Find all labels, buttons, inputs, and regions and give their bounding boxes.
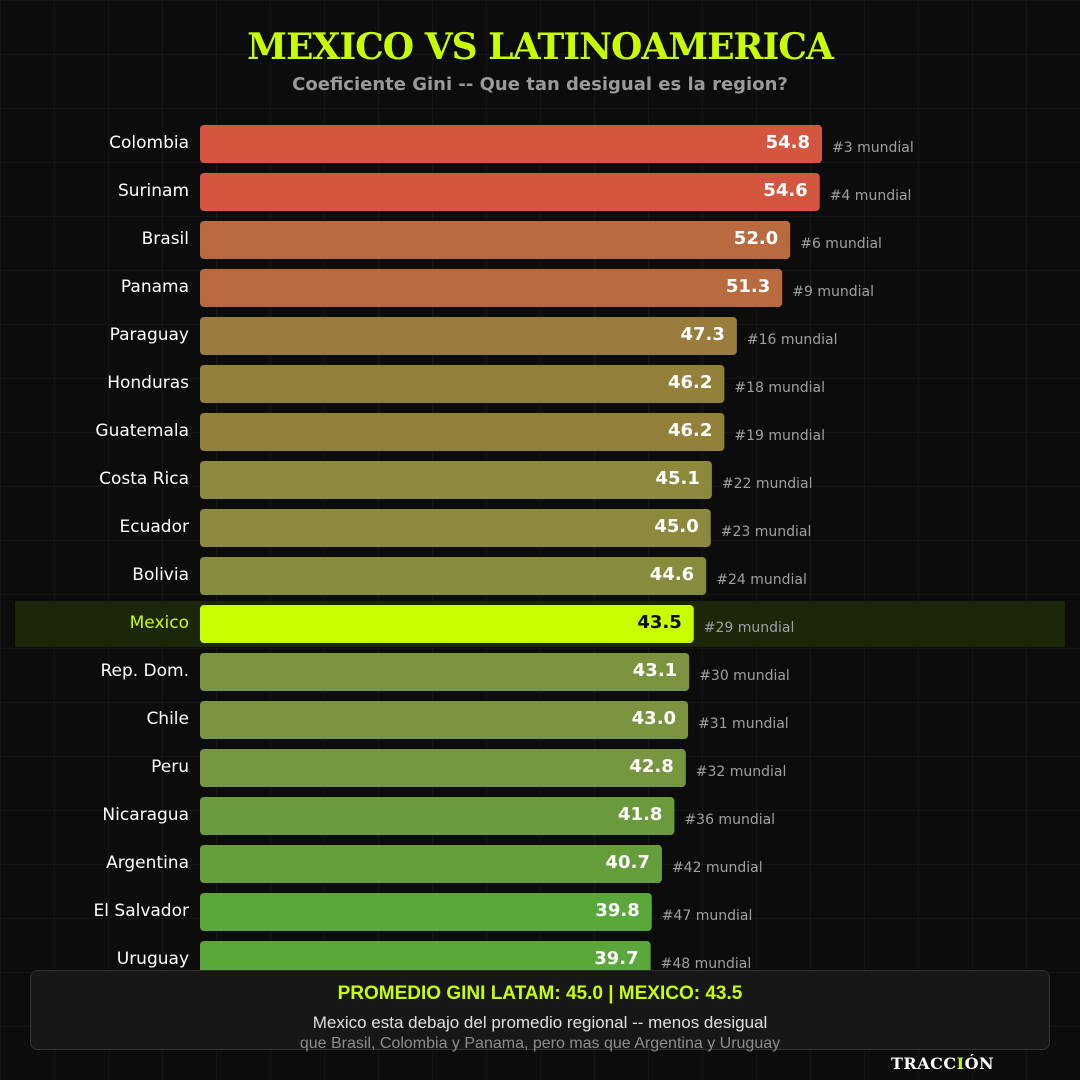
brand-prefix: TRACC [891,1054,957,1073]
brand-accent: I [956,1054,965,1073]
value-label: 54.6 [763,180,807,201]
value-label: 43.0 [632,708,676,729]
category-label: Argentina [106,853,189,873]
value-label: 54.8 [766,132,810,153]
bar-16 [200,893,652,931]
category-label: Rep. Dom. [100,661,189,681]
bar-0 [200,125,822,163]
category-label: Bolivia [132,565,189,585]
bar-10 [200,605,694,643]
value-label: 42.8 [629,756,673,777]
bar-4 [200,317,737,355]
category-label: Uruguay [117,949,189,969]
value-label: 43.1 [633,660,677,681]
bar-15 [200,845,662,883]
category-label: Surinam [118,181,189,201]
value-label: 39.8 [595,900,639,921]
bar-12 [200,701,689,739]
value-label: 41.8 [618,804,662,825]
value-label: 46.2 [668,420,712,441]
chart-title: MEXICO VS LATINOAMERICA [247,26,834,68]
summary-line-1: Mexico esta debajo del promedio regional… [312,1013,768,1032]
rank-label: #30 mundial [699,668,790,684]
bar-1 [200,173,820,211]
rank-label: #4 mundial [830,188,912,204]
bar-9 [200,557,707,595]
summary-box: PROMEDIO GINI LATAM: 45.0 | MEXICO: 43.5… [30,970,1050,1052]
bar-2 [200,221,791,259]
brand-suffix: ÓN [964,1054,995,1073]
bar-6 [200,413,725,451]
value-label: 52.0 [734,228,778,249]
rank-label: #24 mundial [716,572,807,588]
value-label: 51.3 [726,276,770,297]
rank-label: #6 mundial [800,236,882,252]
summary-headline: PROMEDIO GINI LATAM: 45.0 | MEXICO: 43.5 [337,983,743,1004]
bar-8 [200,509,711,547]
value-label: 40.7 [606,852,650,873]
category-label: Honduras [107,373,189,393]
value-label: 44.6 [650,564,694,585]
value-label: 43.5 [637,612,681,633]
rank-label: #42 mundial [672,860,763,876]
category-label: Paraguay [110,325,189,345]
bar-5 [200,365,725,403]
category-label: Chile [146,709,189,729]
bar-7 [200,461,712,499]
chart-subtitle: Coeficiente Gini -- Que tan desigual es … [292,74,788,95]
category-label: Nicaragua [102,805,189,825]
rank-label: #19 mundial [734,428,825,444]
bar-14 [200,797,675,835]
category-label: Costa Rica [99,469,189,489]
summary-line-2: que Brasil, Colombia y Panama, pero mas … [299,1035,781,1052]
value-label: 45.1 [655,468,699,489]
bar-11 [200,653,690,691]
brand-logo: TRACCIÓN [891,1054,994,1073]
gini-bar-chart: Colombia 54.8 #3 mundial Surinam 54.6 #4 mund… [15,125,1065,972]
category-label: Panama [121,277,189,297]
category-label: Peru [151,757,189,777]
bar-17 [200,941,651,972]
rank-label: #29 mundial [704,620,795,636]
rank-label: #48 mundial [661,956,752,972]
bar-3 [200,269,783,307]
bar-13 [200,749,686,787]
category-label: Brasil [142,229,189,249]
rank-label: #47 mundial [662,908,753,924]
rank-label: #18 mundial [734,380,825,396]
category-label: Guatemala [95,421,189,441]
category-label: Mexico [130,613,189,633]
category-label: Ecuador [120,517,189,537]
value-label: 46.2 [668,372,712,393]
category-label: Colombia [109,133,189,153]
category-label: El Salvador [94,901,189,921]
rank-label: #9 mundial [792,284,874,300]
rank-label: #32 mundial [696,764,787,780]
value-label: 47.3 [680,324,724,345]
rank-label: #22 mundial [722,476,813,492]
rank-label: #31 mundial [698,716,789,732]
rank-label: #23 mundial [721,524,812,540]
rank-label: #3 mundial [832,140,914,156]
rank-label: #16 mundial [747,332,838,348]
value-label: 39.7 [594,948,638,969]
rank-label: #36 mundial [684,812,775,828]
value-label: 45.0 [654,516,698,537]
